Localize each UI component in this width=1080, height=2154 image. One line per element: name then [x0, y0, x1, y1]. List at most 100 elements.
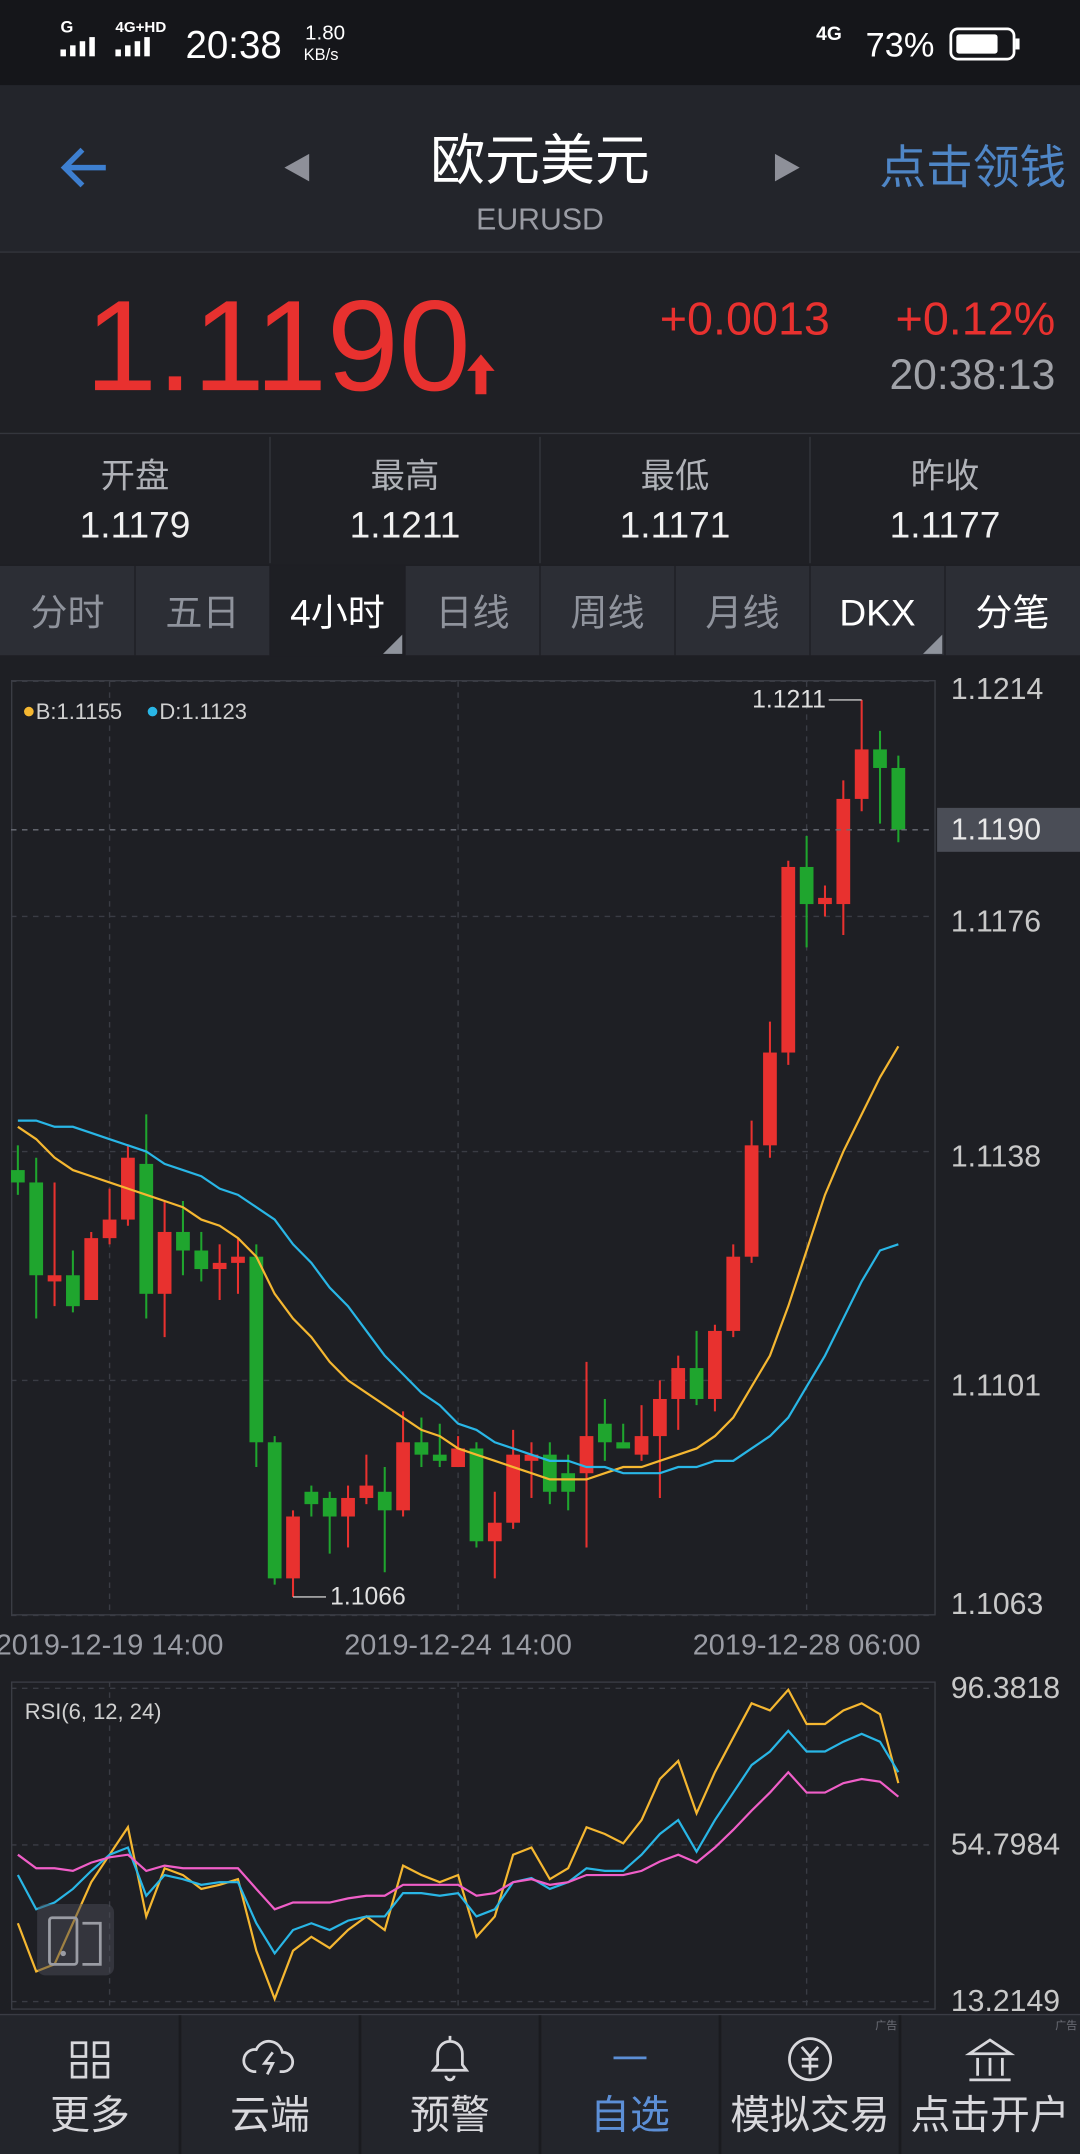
nav-icon [964, 2038, 1016, 2082]
candle-body [689, 1368, 704, 1399]
candle-body [341, 1497, 355, 1517]
y-tick-label: 1.1063 [951, 1588, 1043, 1621]
header [0, 85, 1080, 252]
promo-link[interactable]: 点击领钱 [879, 142, 1066, 194]
next-button[interactable] [774, 153, 800, 182]
candle-body [873, 749, 887, 768]
tabs: 分时 五日 4小时 日线 周线 月线 DKX 分笔 [30, 565, 1050, 657]
ad-tag: 广告 [1055, 2019, 1077, 2032]
title: 欧元美元 [430, 130, 650, 192]
candle-body [818, 897, 832, 905]
candle-body [671, 1368, 686, 1399]
tab[interactable]: 周线 [570, 592, 644, 634]
plot-frame [10, 1681, 936, 2010]
tab[interactable]: 分笔 [975, 592, 1049, 634]
candle-chart: 1.1214 1.1176 1.1138 1.1101 1.1063 2019-12-19… [0, 673, 1080, 2009]
nav-icon [788, 2037, 833, 2082]
price: 1.1190 [85, 274, 470, 418]
net-speed: 1.80 [305, 21, 345, 44]
y-tick-label: 13.2149 [951, 1985, 1060, 2018]
tab[interactable]: DKX [839, 592, 915, 634]
candle-body [524, 1454, 539, 1461]
tab[interactable]: 月线 [705, 592, 779, 634]
candle-body [432, 1454, 447, 1461]
signal-icon [60, 37, 150, 57]
rsi-line [17, 1770, 900, 1911]
candle-body [304, 1491, 319, 1505]
nav-item[interactable]: 云端 [230, 2094, 310, 2138]
candle-body [836, 798, 851, 905]
up-arrow [467, 354, 495, 395]
candle-body [414, 1442, 429, 1455]
candle-body [487, 1522, 502, 1542]
tab-active-bg [270, 565, 405, 657]
legend-dot [147, 706, 158, 717]
nav-icon [242, 2039, 295, 2075]
battery-icon [949, 27, 1020, 61]
chart-title: RSI(6, 12, 24) [25, 1699, 162, 1724]
candle-body [322, 1497, 337, 1517]
candle-body [84, 1238, 99, 1300]
stat-value: 1.1211 [350, 504, 461, 546]
y-tick-label: 1.1138 [951, 1141, 1041, 1174]
candle-body [708, 1330, 722, 1399]
network-label: 4G+HD [115, 19, 166, 36]
rsi-chart: RSI(6, 12, 24) 96.3818 54.7984 13.2149 [10, 1672, 1060, 2018]
candle-body [891, 767, 906, 830]
tab[interactable]: 分时 [30, 592, 104, 634]
tab[interactable]: 五日 [165, 592, 239, 634]
prev-button[interactable] [284, 153, 310, 182]
candle-body [157, 1231, 172, 1294]
change-percent: +0.12% [896, 293, 1056, 345]
candle-body [396, 1442, 410, 1511]
nav-item[interactable]: 点击开户 [910, 2094, 1069, 2138]
candle-body [781, 866, 796, 1053]
stats: 开盘 1.1179 最高 1.1211 最低 1.1171 昨收 1.1177 [80, 436, 1001, 564]
nav-item[interactable]: 自选 [590, 2094, 670, 2138]
candle-body [377, 1491, 392, 1511]
candle-body [359, 1485, 374, 1498]
candle-body [854, 749, 869, 799]
candle-body [176, 1231, 190, 1251]
rsi-line [16, 1729, 900, 1956]
signal-label: G [60, 18, 73, 36]
nav-item[interactable]: 更多 [50, 2094, 130, 2138]
last-price-box [937, 807, 1080, 852]
battery-level: 73% [866, 26, 935, 64]
stat-value: 1.1177 [890, 504, 1001, 546]
back-button[interactable] [60, 147, 106, 188]
rsi-line [16, 1687, 900, 2003]
candle-body [139, 1163, 154, 1294]
candle-body [212, 1262, 227, 1270]
tab[interactable]: 4小时 [290, 592, 385, 634]
candle-body [194, 1250, 209, 1270]
nav-icon [70, 2041, 110, 2079]
candle-body [231, 1256, 245, 1263]
float-button[interactable] [37, 1903, 115, 1976]
nav-item[interactable]: 预警 [410, 2094, 490, 2138]
candle-body [29, 1182, 44, 1276]
candle-body [726, 1256, 741, 1331]
x-tick-label: 2019-12-24 14:00 [344, 1630, 572, 1662]
nav-item[interactable]: 模拟交易 [730, 2094, 889, 2138]
candle-body [653, 1398, 667, 1437]
tab[interactable]: 日线 [435, 592, 509, 634]
stat-label: 昨收 [911, 458, 980, 496]
candle-body [744, 1145, 759, 1257]
ad-tag: 广告 [875, 2019, 897, 2032]
candle-body [561, 1473, 576, 1492]
y-tick-label: 96.3818 [951, 1672, 1060, 1705]
y-tick-label: 1.1214 [951, 673, 1043, 706]
legend-label: B:1.1155 [36, 699, 122, 724]
ma-line [17, 1045, 900, 1481]
y-tick-label: 1.1176 [951, 905, 1041, 938]
stat-label: 开盘 [101, 458, 170, 496]
candle-body [763, 1052, 777, 1146]
nav-icon [430, 2035, 470, 2082]
ma-line [17, 1119, 899, 1475]
candle-body [579, 1436, 594, 1474]
candle-body [451, 1448, 465, 1468]
candle-body [506, 1454, 521, 1523]
